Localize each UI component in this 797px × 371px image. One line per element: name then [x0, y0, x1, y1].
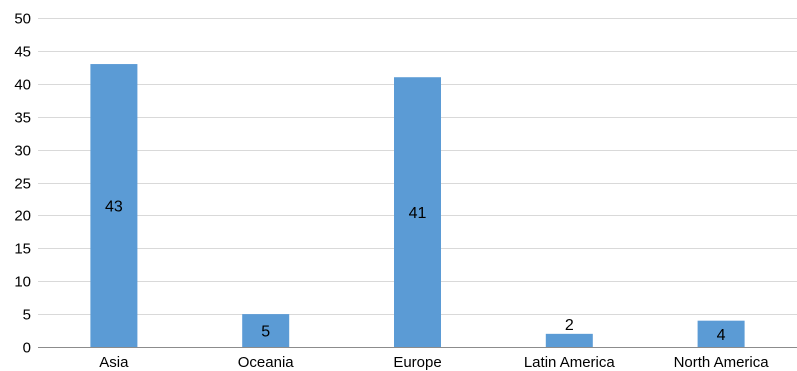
y-tick-label: 0 — [23, 340, 31, 357]
data-labels: 43 5 41 2 4 — [105, 199, 726, 344]
y-tick-label: 50 — [14, 11, 31, 28]
data-label: 43 — [105, 199, 123, 216]
data-label: 41 — [409, 205, 427, 222]
x-axis-category-labels: Asia Oceania Europe Latin America North Amer… — [99, 354, 769, 371]
bar-europe — [394, 77, 441, 347]
y-tick-label: 35 — [14, 110, 31, 127]
x-category-label: Asia — [99, 354, 129, 371]
y-axis-ticks: 0 5 10 15 20 25 30 35 40 45 50 — [14, 11, 31, 357]
y-tick-label: 25 — [14, 176, 31, 193]
y-tick-label: 20 — [14, 208, 31, 225]
data-label: 4 — [717, 327, 726, 344]
x-category-label: Oceania — [238, 354, 295, 371]
x-category-label: Europe — [393, 354, 441, 371]
data-label: 2 — [565, 317, 574, 334]
x-category-label: Latin America — [524, 354, 616, 371]
y-tick-label: 15 — [14, 241, 31, 258]
bar-north-america — [697, 320, 745, 347]
y-tick-label: 40 — [14, 77, 31, 94]
x-category-label: North America — [674, 354, 770, 371]
y-tick-label: 5 — [23, 307, 31, 324]
bar-latin-america — [545, 333, 593, 347]
y-tick-label: 30 — [14, 143, 31, 160]
bars — [90, 64, 745, 347]
bar-asia — [90, 64, 138, 347]
y-tick-label: 45 — [14, 44, 31, 61]
bar-oceania — [242, 314, 290, 347]
y-tick-label: 10 — [14, 274, 31, 291]
data-label: 5 — [261, 324, 270, 341]
